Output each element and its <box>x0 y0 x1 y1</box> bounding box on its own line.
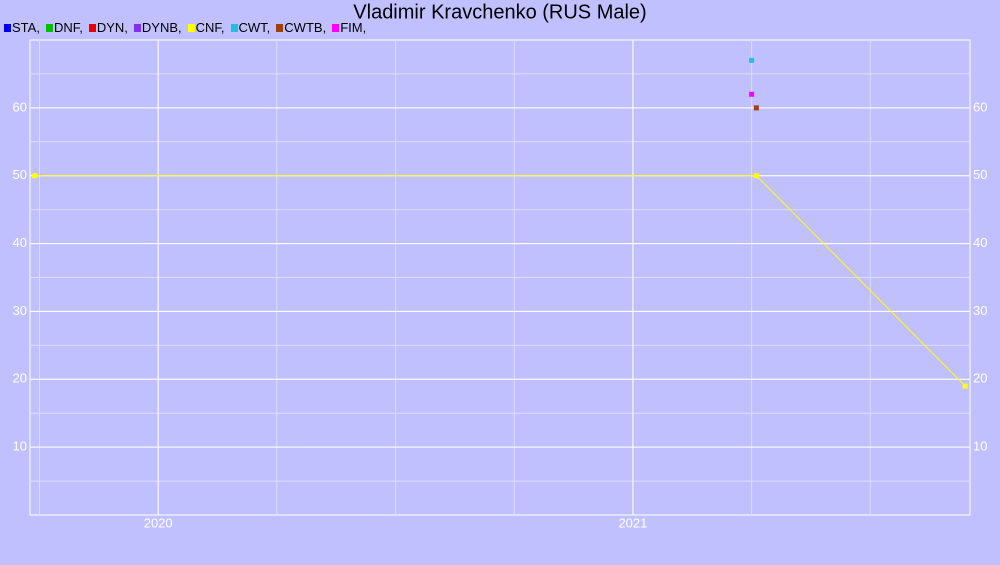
data-point <box>749 91 755 97</box>
legend-label: CWT, <box>238 20 271 35</box>
data-point <box>749 57 755 63</box>
y-tick-label: 20 <box>13 371 27 386</box>
y-tick-label: 10 <box>13 439 27 454</box>
legend-item: CNF, <box>187 20 225 35</box>
y-tick-label: 40 <box>13 235 27 250</box>
legend-label: STA, <box>12 20 40 35</box>
data-point <box>962 383 968 389</box>
legend-item: DNF, <box>45 20 83 35</box>
legend-swatch <box>276 23 284 32</box>
y-tick-label-right: 10 <box>973 439 987 454</box>
legend: STA, DNF, DYN, DYNB, CNF, CWT, CWTB, FIM, <box>4 20 372 35</box>
legend-label: CNF, <box>195 20 225 35</box>
series-line <box>34 175 966 387</box>
data-point <box>32 173 38 179</box>
y-tick-label: 60 <box>13 99 27 114</box>
legend-item: CWT, <box>230 20 271 35</box>
x-tick-label: 2020 <box>144 515 173 530</box>
chart-title: Vladimir Kravchenko (RUS Male) <box>353 1 646 23</box>
legend-item: STA, <box>4 20 40 35</box>
y-tick-label-right: 50 <box>973 167 987 182</box>
x-tick-label: 2021 <box>618 515 647 530</box>
legend-swatch <box>187 23 195 32</box>
legend-swatch <box>133 23 141 32</box>
legend-label: DNF, <box>53 20 83 35</box>
legend-swatch <box>4 23 11 32</box>
legend-swatch <box>230 23 238 32</box>
legend-label: DYNB, <box>141 20 182 35</box>
y-tick-label-right: 40 <box>973 235 987 250</box>
y-tick-label-right: 30 <box>973 303 987 318</box>
legend-item: DYNB, <box>133 20 182 35</box>
y-tick-label: 30 <box>13 303 27 318</box>
legend-label: DYN, <box>96 20 128 35</box>
data-point <box>753 173 759 179</box>
legend-label: CWTB, <box>284 20 327 35</box>
y-tick-label-right: 20 <box>973 371 987 386</box>
legend-swatch <box>45 23 53 32</box>
legend-item: DYN, <box>88 20 128 35</box>
legend-swatch <box>332 23 340 32</box>
legend-item: CWTB, <box>276 20 326 35</box>
legend-item: FIM, <box>332 20 366 35</box>
data-point <box>753 105 759 111</box>
legend-swatch <box>88 23 96 32</box>
y-tick-label-right: 60 <box>973 99 987 114</box>
y-tick-label: 50 <box>13 167 27 182</box>
legend-label: FIM, <box>340 20 367 35</box>
